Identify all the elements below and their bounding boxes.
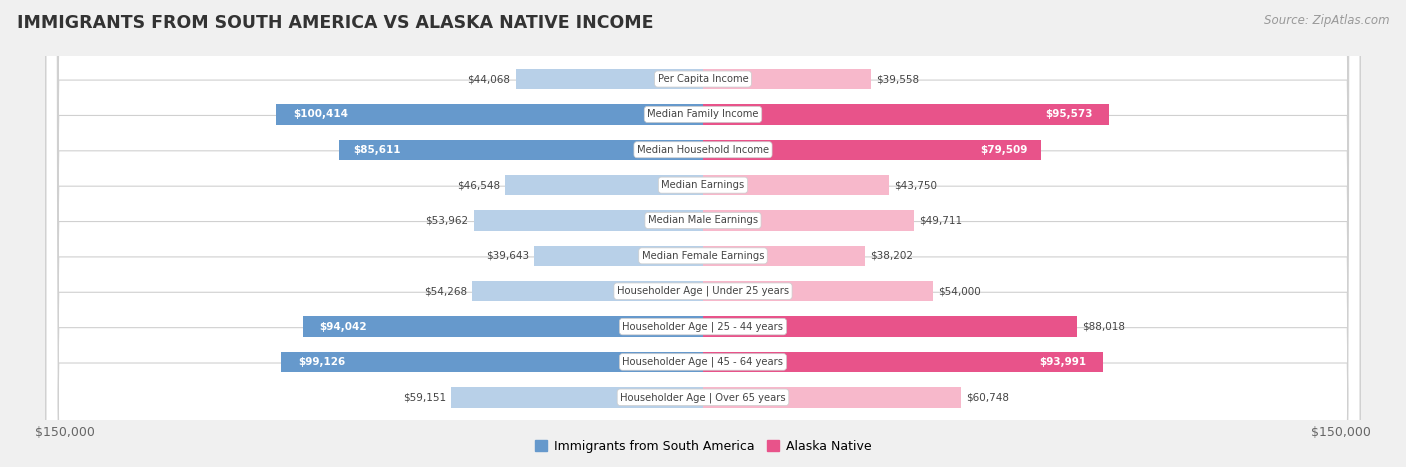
Bar (304, 316, 703, 337)
Text: Householder Age | 45 - 64 years: Householder Age | 45 - 64 years (623, 357, 783, 367)
FancyBboxPatch shape (46, 0, 1360, 467)
Text: $59,151: $59,151 (404, 392, 446, 402)
FancyBboxPatch shape (46, 0, 1360, 467)
Bar (703, 104, 1109, 125)
Bar (703, 281, 932, 302)
Legend: Immigrants from South America, Alaska Native: Immigrants from South America, Alaska Na… (530, 435, 876, 458)
Text: IMMIGRANTS FROM SOUTH AMERICA VS ALASKA NATIVE INCOME: IMMIGRANTS FROM SOUTH AMERICA VS ALASKA … (17, 14, 654, 32)
Text: Median Household Income: Median Household Income (637, 145, 769, 155)
Text: Householder Age | Under 25 years: Householder Age | Under 25 years (617, 286, 789, 297)
Text: $95,573: $95,573 (1046, 109, 1094, 120)
Bar (703, 69, 872, 89)
Text: Median Female Earnings: Median Female Earnings (641, 251, 765, 261)
Text: Median Earnings: Median Earnings (661, 180, 745, 190)
Text: Source: ZipAtlas.com: Source: ZipAtlas.com (1264, 14, 1389, 27)
Text: $49,711: $49,711 (920, 215, 963, 226)
Text: $100,414: $100,414 (292, 109, 349, 120)
Text: $46,548: $46,548 (457, 180, 501, 190)
Bar (703, 246, 866, 266)
Text: $93,991: $93,991 (1039, 357, 1087, 367)
Bar (516, 69, 703, 89)
Bar (534, 246, 703, 266)
Bar (703, 175, 889, 195)
Text: $44,068: $44,068 (467, 74, 510, 84)
Bar (703, 316, 1077, 337)
Bar (703, 352, 1102, 372)
Text: $88,018: $88,018 (1083, 322, 1125, 332)
FancyBboxPatch shape (46, 0, 1360, 467)
FancyBboxPatch shape (46, 0, 1360, 467)
Text: Median Family Income: Median Family Income (647, 109, 759, 120)
Text: $99,126: $99,126 (298, 357, 346, 367)
Bar (472, 281, 703, 302)
FancyBboxPatch shape (46, 0, 1360, 467)
FancyBboxPatch shape (46, 0, 1360, 467)
Text: $94,042: $94,042 (319, 322, 367, 332)
Text: Householder Age | Over 65 years: Householder Age | Over 65 years (620, 392, 786, 403)
Bar (451, 387, 703, 408)
Bar (703, 140, 1040, 160)
Text: $79,509: $79,509 (980, 145, 1028, 155)
Text: $54,268: $54,268 (425, 286, 467, 296)
Bar (703, 387, 962, 408)
Text: $38,202: $38,202 (870, 251, 914, 261)
Text: $53,962: $53,962 (425, 215, 468, 226)
Text: Per Capita Income: Per Capita Income (658, 74, 748, 84)
FancyBboxPatch shape (46, 0, 1360, 467)
FancyBboxPatch shape (46, 0, 1360, 467)
Text: $85,611: $85,611 (353, 145, 401, 155)
Text: Median Male Earnings: Median Male Earnings (648, 215, 758, 226)
Text: $54,000: $54,000 (938, 286, 980, 296)
Text: $39,558: $39,558 (876, 74, 920, 84)
Bar (474, 210, 703, 231)
Text: $43,750: $43,750 (894, 180, 938, 190)
Bar (276, 104, 703, 125)
Text: Householder Age | 25 - 44 years: Householder Age | 25 - 44 years (623, 321, 783, 332)
Bar (339, 140, 703, 160)
Bar (505, 175, 703, 195)
FancyBboxPatch shape (46, 0, 1360, 467)
Text: $39,643: $39,643 (486, 251, 529, 261)
Text: $60,748: $60,748 (966, 392, 1010, 402)
Bar (703, 210, 914, 231)
Bar (281, 352, 703, 372)
FancyBboxPatch shape (46, 0, 1360, 467)
